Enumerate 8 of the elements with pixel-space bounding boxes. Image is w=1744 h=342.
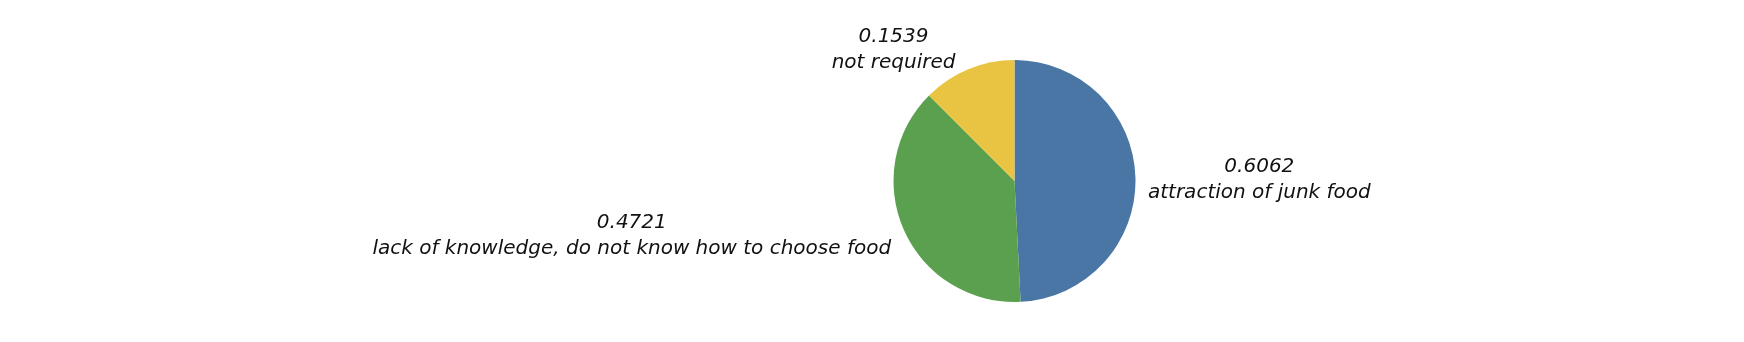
pie-slice xyxy=(893,95,1021,302)
slice-label: not required xyxy=(831,48,956,73)
data-label: 0.6062 xyxy=(1224,152,1295,177)
data-label: 0.4721 xyxy=(596,209,667,234)
slice-label: attraction of junk food xyxy=(1147,178,1372,203)
pie-slice xyxy=(1014,60,1136,302)
slice-label: lack of knowledge, do not know how to choose food xyxy=(372,235,892,260)
data-label: 0.1539 xyxy=(858,22,929,47)
